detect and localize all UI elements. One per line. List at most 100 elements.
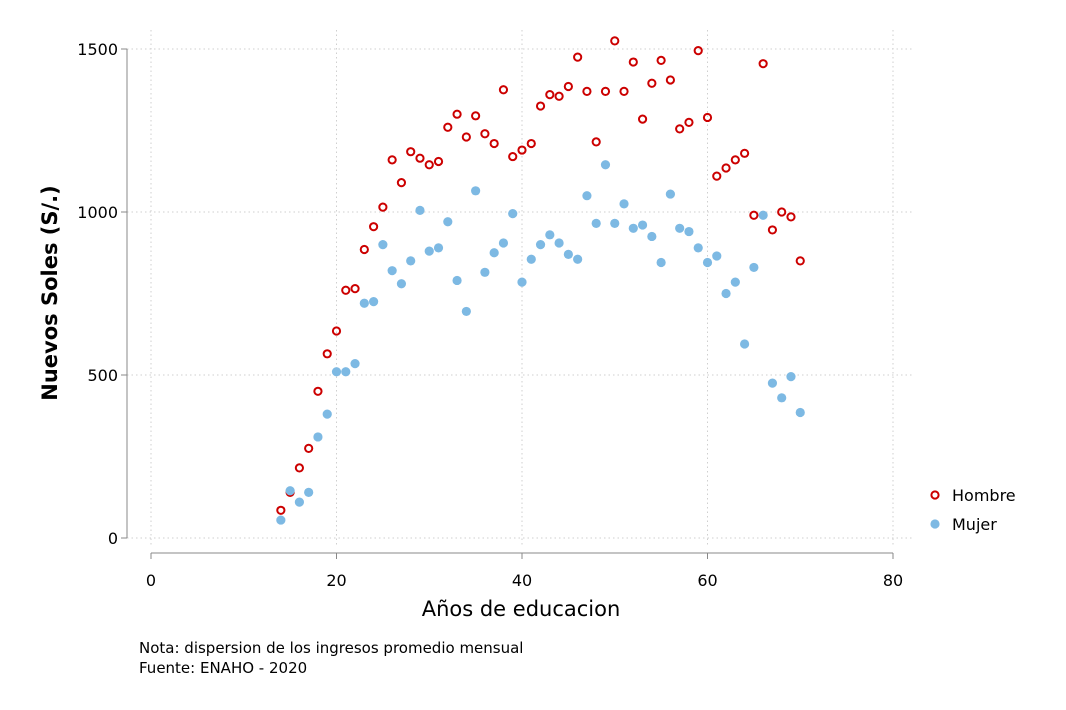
data-point-hombre: [387, 155, 397, 165]
data-point-hombre: [535, 101, 546, 111]
data-point-mujer: [406, 256, 416, 266]
data-point-hombre: [415, 153, 425, 163]
data-point-mujer: [758, 210, 768, 220]
data-point-hombre: [637, 114, 648, 124]
data-point-mujer: [350, 358, 360, 369]
data-point-hombre: [331, 326, 342, 336]
data-point-mujer: [526, 254, 536, 264]
data-point-mujer: [433, 243, 444, 253]
x-tick-label: 40: [512, 571, 532, 590]
data-point-mujer: [610, 218, 620, 229]
data-point-mujer: [294, 497, 304, 507]
data-point-mujer: [647, 231, 657, 242]
data-point-hombre: [322, 349, 332, 359]
data-point-hombre: [777, 207, 787, 217]
data-point-hombre: [424, 160, 434, 170]
data-point-mujer: [489, 248, 499, 258]
data-point-mujer: [461, 306, 471, 317]
data-point-hombre: [730, 155, 740, 165]
data-point-hombre: [702, 112, 713, 123]
data-point-hombre: [545, 90, 555, 100]
data-point-mujer: [693, 243, 703, 253]
data-point-mujer: [554, 238, 564, 248]
gridlines: [127, 30, 912, 545]
data-points: [276, 36, 805, 525]
data-point-hombre: [378, 202, 388, 212]
data-point-mujer: [665, 189, 676, 199]
data-point-hombre: [359, 244, 369, 255]
y-tick-label: 0: [108, 529, 118, 548]
data-point-hombre: [341, 285, 351, 295]
data-point-hombre: [554, 91, 564, 101]
y-tick-label: 500: [87, 366, 118, 385]
data-point-mujer: [331, 367, 342, 377]
data-point-mujer: [730, 277, 740, 287]
data-point-hombre: [712, 171, 722, 181]
data-point-mujer: [702, 257, 713, 268]
data-point-hombre: [573, 52, 583, 62]
data-point-mujer: [684, 226, 694, 237]
series-hombre: [276, 36, 805, 515]
data-point-mujer: [322, 409, 332, 419]
data-point-hombre: [600, 86, 611, 96]
data-point-hombre: [665, 75, 676, 85]
legend: Hombre Mujer: [930, 486, 1016, 534]
data-point-hombre: [276, 505, 286, 515]
data-point-hombre: [786, 212, 796, 222]
data-point-mujer: [535, 240, 546, 250]
legend-label-mujer: Mujer: [952, 515, 997, 534]
data-point-mujer: [573, 254, 583, 264]
data-point-hombre: [304, 443, 314, 453]
data-point-hombre: [526, 138, 536, 149]
data-point-hombre: [684, 117, 694, 127]
data-point-hombre: [647, 78, 657, 88]
data-point-hombre: [406, 147, 416, 157]
series-mujer: [276, 160, 805, 525]
data-point-mujer: [369, 297, 379, 307]
data-point-hombre: [582, 86, 592, 96]
data-point-mujer: [359, 298, 369, 308]
x-tick-label: 60: [697, 571, 717, 590]
data-point-mujer: [795, 407, 805, 418]
data-point-hombre: [517, 145, 527, 155]
data-point-hombre: [758, 59, 768, 69]
axes: 0 500 1000 1500 0 20 40 60 80: [77, 40, 903, 590]
legend-marker-hombre: [930, 490, 940, 500]
data-point-hombre: [619, 86, 629, 96]
data-point-mujer: [637, 220, 648, 230]
data-point-mujer: [582, 191, 592, 201]
data-point-mujer: [786, 372, 796, 382]
data-point-mujer: [740, 339, 750, 349]
data-point-mujer: [721, 288, 731, 299]
data-point-hombre: [480, 129, 490, 139]
data-point-mujer: [656, 257, 666, 268]
data-point-mujer: [767, 378, 778, 388]
data-point-mujer: [415, 205, 425, 215]
data-point-mujer: [285, 486, 295, 496]
data-point-mujer: [471, 186, 481, 196]
data-point-mujer: [712, 251, 722, 261]
data-point-hombre: [461, 132, 471, 142]
data-point-mujer: [443, 217, 453, 227]
data-point-mujer: [628, 223, 638, 233]
data-point-hombre: [508, 151, 518, 162]
data-point-hombre: [433, 156, 444, 167]
data-point-hombre: [350, 284, 360, 294]
data-point-hombre: [610, 36, 620, 46]
data-point-hombre: [721, 163, 731, 173]
data-point-mujer: [276, 515, 286, 525]
x-axis-title: Años de educacion: [422, 597, 621, 621]
data-point-hombre: [369, 222, 379, 232]
data-point-mujer: [749, 262, 759, 273]
data-point-mujer: [480, 267, 490, 277]
data-point-hombre: [656, 55, 666, 66]
data-point-mujer: [675, 223, 685, 233]
y-tick-label: 1000: [77, 203, 118, 222]
data-point-hombre: [471, 111, 481, 121]
data-point-hombre: [563, 81, 573, 92]
data-point-mujer: [563, 249, 573, 259]
data-point-mujer: [378, 240, 388, 250]
data-point-hombre: [740, 148, 750, 158]
data-point-mujer: [600, 160, 611, 170]
data-point-mujer: [424, 246, 434, 256]
